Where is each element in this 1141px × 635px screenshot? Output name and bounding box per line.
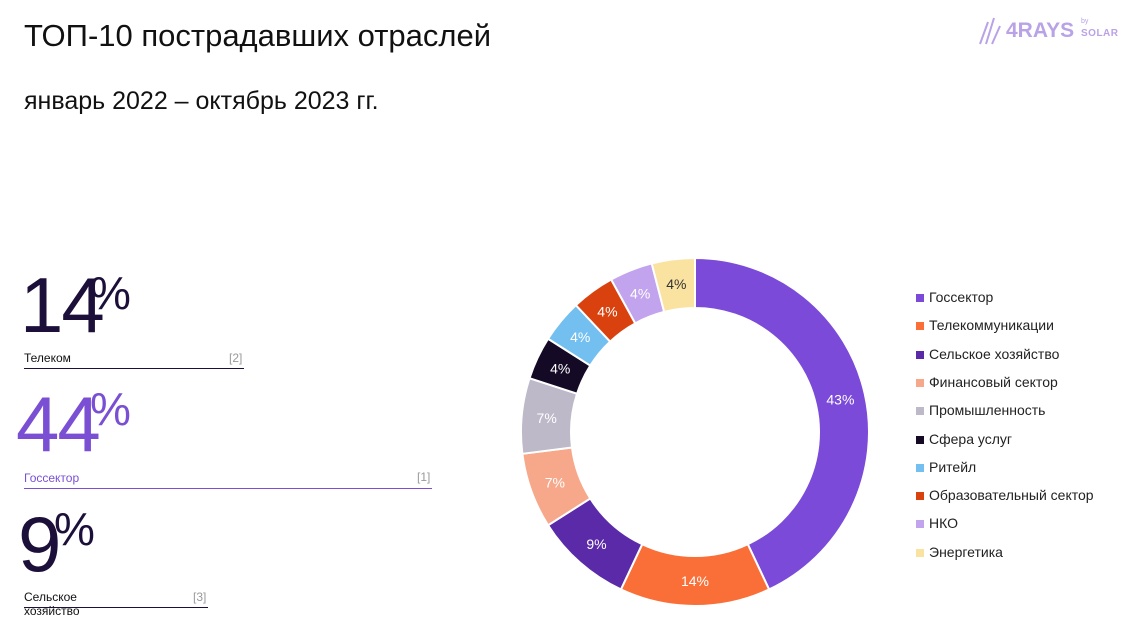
slice-data-label: 4% xyxy=(570,329,590,345)
stat-rank: [1] xyxy=(417,470,431,484)
legend-label: Сельское хозяйство xyxy=(929,345,1060,362)
legend-swatch xyxy=(916,294,924,302)
legend-label: Ритейл xyxy=(929,458,977,475)
stat-value: 9 xyxy=(18,500,61,588)
stat-divider xyxy=(24,488,432,489)
legend-label: НКО xyxy=(929,515,958,532)
stat-divider xyxy=(24,368,244,369)
slice-data-label: 4% xyxy=(666,276,686,292)
slice-data-label: 7% xyxy=(545,474,565,490)
legend-label: Финансовый сектор xyxy=(929,373,1058,390)
logo-brand: 4RAYS xyxy=(1006,19,1075,42)
donut-chart: 43%14%9%7%7%4%4%4%4%4% xyxy=(520,256,871,607)
legend-swatch xyxy=(916,407,924,416)
logo-by: by xyxy=(1081,18,1089,25)
stat-value: 14 xyxy=(20,261,105,349)
stat-percent-sign: % xyxy=(90,267,131,319)
page-title: ТОП-10 пострадавших отраслей xyxy=(24,18,492,53)
slice-data-label: 7% xyxy=(537,410,557,426)
page-subtitle: январь 2022 – октябрь 2023 гг. xyxy=(24,87,379,115)
legend-swatch xyxy=(916,520,924,529)
legend-swatch xyxy=(916,463,924,472)
legend-label: Образовательный сектор xyxy=(929,487,1094,504)
legend-label: Энергетика xyxy=(929,543,1003,560)
logo-rays-icon xyxy=(979,17,1001,45)
stat-rank: [2] xyxy=(229,351,243,365)
stat-divider xyxy=(24,607,208,608)
donut-slice xyxy=(694,256,871,591)
logo-solar: SOLAR xyxy=(1081,28,1119,39)
stat-percent-sign: % xyxy=(54,503,95,555)
legend-label: Госсектор xyxy=(929,289,994,305)
slice-data-label: 14% xyxy=(681,573,709,589)
stat-percent-sign: % xyxy=(90,383,131,435)
slice-data-label: 4% xyxy=(550,361,570,377)
legend-swatch xyxy=(916,548,924,557)
slice-data-label: 4% xyxy=(597,303,617,319)
legend-swatch xyxy=(916,350,924,359)
legend-swatch xyxy=(916,322,924,331)
legend-label: Сфера услуг xyxy=(929,430,1012,447)
stat-label: Сельское хозяйство xyxy=(24,590,80,618)
slice-data-label: 9% xyxy=(586,536,606,552)
legend-swatch xyxy=(916,435,924,444)
stat-value: 44 xyxy=(16,380,101,468)
stat-rank: [3] xyxy=(193,590,207,604)
slice-data-label: 43% xyxy=(826,391,854,407)
donut-slice xyxy=(650,256,696,314)
legend-label: Промышленность xyxy=(929,402,1046,419)
stat-label: Телеком xyxy=(24,351,71,365)
legend-swatch xyxy=(916,378,924,387)
stat-label: Госсектор xyxy=(24,471,80,485)
legend-label: Телекоммуникации xyxy=(929,317,1054,334)
legend-swatch xyxy=(916,492,924,501)
logo: 4RAYS by SOLAR xyxy=(978,16,1128,48)
slice-data-label: 4% xyxy=(630,285,650,301)
